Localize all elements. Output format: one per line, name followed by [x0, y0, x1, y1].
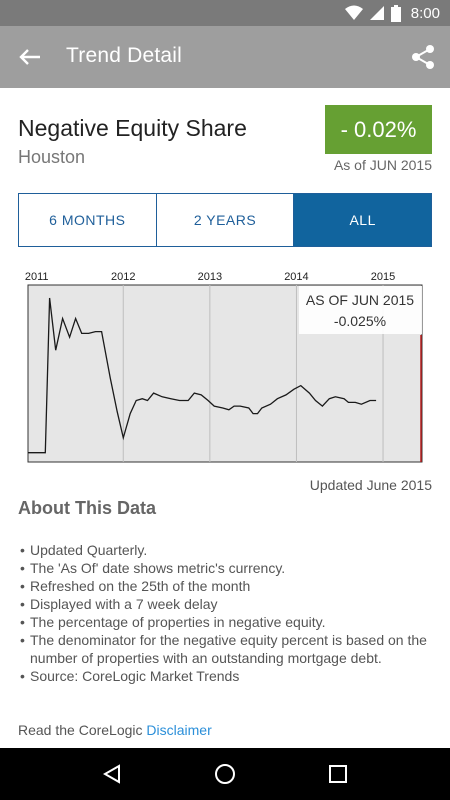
about-title: About This Data: [18, 498, 156, 518]
chart-x-tick-label: 2013: [198, 271, 222, 283]
home-circle-icon: [214, 764, 235, 784]
updated-label: Updated June 2015: [309, 477, 432, 493]
chart-tooltip-box: [299, 286, 422, 334]
tab-all[interactable]: ALL: [294, 194, 432, 246]
arrow-back-icon: [19, 49, 40, 65]
chart-x-tick-label: 2014: [284, 271, 308, 283]
about-item: Refreshed on the 25th of the month: [18, 577, 432, 595]
tab-6-months[interactable]: 6 MONTHS: [19, 194, 157, 246]
chart-x-tick-label: 2012: [111, 271, 135, 283]
share-icon: [412, 45, 434, 69]
page-title: Trend Detail: [66, 44, 183, 67]
tab-2-years[interactable]: 2 YEARS: [156, 194, 295, 246]
chart-x-tick-label: 2015: [371, 271, 395, 283]
about-item: The denominator for the negative equity …: [18, 631, 432, 667]
disclaimer-text: Read the CoreLogic Disclaimer: [18, 722, 212, 738]
nav-home-button[interactable]: [205, 754, 245, 794]
metric-value-badge: - 0.02%: [325, 105, 432, 154]
about-item: The 'As Of' date shows metric's currency…: [18, 559, 432, 577]
app-bar: Trend Detail: [0, 26, 450, 88]
about-list: Updated Quarterly. The 'As Of' date show…: [18, 541, 432, 685]
disclaimer-link[interactable]: Disclaimer: [146, 722, 212, 738]
metric-city: Houston: [18, 147, 86, 167]
status-icons: 8:00: [344, 3, 440, 23]
nav-back-button[interactable]: [92, 754, 132, 794]
recents-square-icon: [329, 765, 348, 783]
chart-tooltip-value: -0.025%: [334, 313, 386, 329]
range-tabs: 6 MONTHS 2 YEARS ALL: [18, 193, 432, 247]
about-item: Updated Quarterly.: [18, 541, 432, 559]
back-triangle-icon: [102, 764, 120, 784]
disclaimer-prefix: Read the CoreLogic: [18, 722, 143, 738]
battery-icon: [390, 4, 401, 22]
signal-icon: [369, 6, 384, 20]
as-of-date: As of JUN 2015: [333, 157, 432, 173]
metric-title: Negative Equity Share: [18, 115, 247, 141]
back-button[interactable]: [14, 42, 46, 72]
status-time: 8:00: [410, 4, 440, 22]
about-item: Source: CoreLogic Market Trends: [18, 667, 432, 685]
status-bar: 8:00: [0, 0, 450, 26]
nav-recents-button[interactable]: [318, 754, 358, 794]
trend-chart[interactable]: 2011 2012 2013 2014 2015 AS OF JUN 2015 -0.025…: [18, 268, 432, 468]
system-nav-bar: [0, 748, 450, 800]
about-item: The percentage of properties in negative…: [18, 613, 432, 631]
chart-x-tick-label: 2011: [25, 271, 49, 283]
chart-tooltip-label: AS OF JUN 2015: [306, 292, 414, 308]
wifi-icon: [344, 5, 363, 20]
trend-chart-svg: 2011 2012 2013 2014 2015 AS OF JUN 2015 -0.025…: [25, 271, 423, 463]
share-button[interactable]: [408, 42, 438, 72]
chart-series-line: [28, 297, 377, 454]
about-item: Displayed with a 7 week delay: [18, 595, 432, 613]
